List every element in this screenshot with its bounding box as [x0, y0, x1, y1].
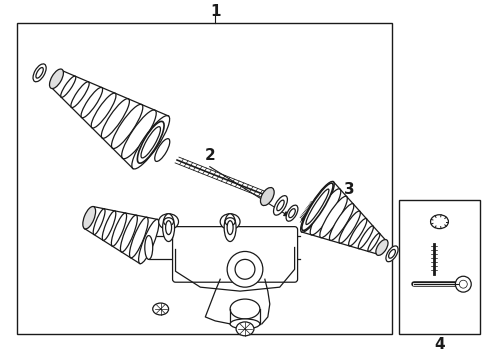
Circle shape — [235, 260, 255, 279]
Ellipse shape — [81, 87, 102, 118]
Ellipse shape — [302, 183, 333, 230]
Ellipse shape — [368, 233, 380, 252]
Text: 4: 4 — [434, 337, 445, 352]
Ellipse shape — [71, 82, 89, 108]
Ellipse shape — [386, 246, 398, 262]
Ellipse shape — [61, 76, 76, 97]
Ellipse shape — [358, 226, 373, 249]
Ellipse shape — [261, 188, 274, 206]
Ellipse shape — [145, 235, 153, 260]
Ellipse shape — [137, 121, 164, 163]
Ellipse shape — [230, 319, 260, 329]
Ellipse shape — [121, 215, 137, 252]
FancyBboxPatch shape — [172, 227, 297, 282]
Circle shape — [455, 276, 471, 292]
Ellipse shape — [141, 127, 160, 158]
Ellipse shape — [50, 71, 62, 87]
Ellipse shape — [310, 189, 341, 235]
Ellipse shape — [306, 189, 329, 225]
Ellipse shape — [101, 99, 129, 138]
Ellipse shape — [153, 303, 169, 315]
Ellipse shape — [431, 215, 448, 229]
Ellipse shape — [33, 64, 46, 82]
Ellipse shape — [159, 214, 178, 230]
Ellipse shape — [339, 211, 360, 243]
Ellipse shape — [277, 200, 284, 211]
Ellipse shape — [36, 68, 43, 78]
Ellipse shape — [84, 207, 94, 229]
Ellipse shape — [49, 69, 63, 89]
Ellipse shape — [93, 209, 105, 235]
Ellipse shape — [129, 217, 148, 258]
Ellipse shape — [286, 205, 298, 221]
Ellipse shape — [102, 211, 116, 240]
Ellipse shape — [139, 219, 159, 264]
Ellipse shape — [236, 322, 254, 336]
Bar — [17, 23, 392, 334]
Text: 2: 2 — [205, 148, 216, 163]
Ellipse shape — [112, 104, 143, 149]
Ellipse shape — [224, 214, 236, 242]
Ellipse shape — [376, 239, 388, 255]
Ellipse shape — [91, 93, 116, 128]
Ellipse shape — [163, 214, 174, 242]
Ellipse shape — [225, 218, 235, 226]
Ellipse shape — [273, 195, 288, 215]
Ellipse shape — [164, 218, 173, 226]
Ellipse shape — [289, 209, 295, 218]
Ellipse shape — [230, 299, 260, 319]
Ellipse shape — [132, 116, 170, 169]
Bar — [399, 200, 480, 334]
Ellipse shape — [83, 207, 96, 229]
Ellipse shape — [377, 241, 387, 254]
Ellipse shape — [227, 221, 233, 235]
Ellipse shape — [155, 139, 170, 161]
Text: 3: 3 — [344, 183, 354, 197]
Ellipse shape — [111, 213, 126, 246]
Text: 1: 1 — [210, 4, 221, 19]
Ellipse shape — [122, 110, 156, 159]
Ellipse shape — [329, 204, 354, 240]
Ellipse shape — [348, 219, 367, 246]
Ellipse shape — [220, 214, 240, 230]
Ellipse shape — [166, 221, 171, 235]
Ellipse shape — [300, 181, 334, 232]
Ellipse shape — [320, 196, 347, 238]
Circle shape — [227, 251, 263, 287]
Ellipse shape — [389, 249, 395, 258]
Circle shape — [459, 280, 467, 288]
